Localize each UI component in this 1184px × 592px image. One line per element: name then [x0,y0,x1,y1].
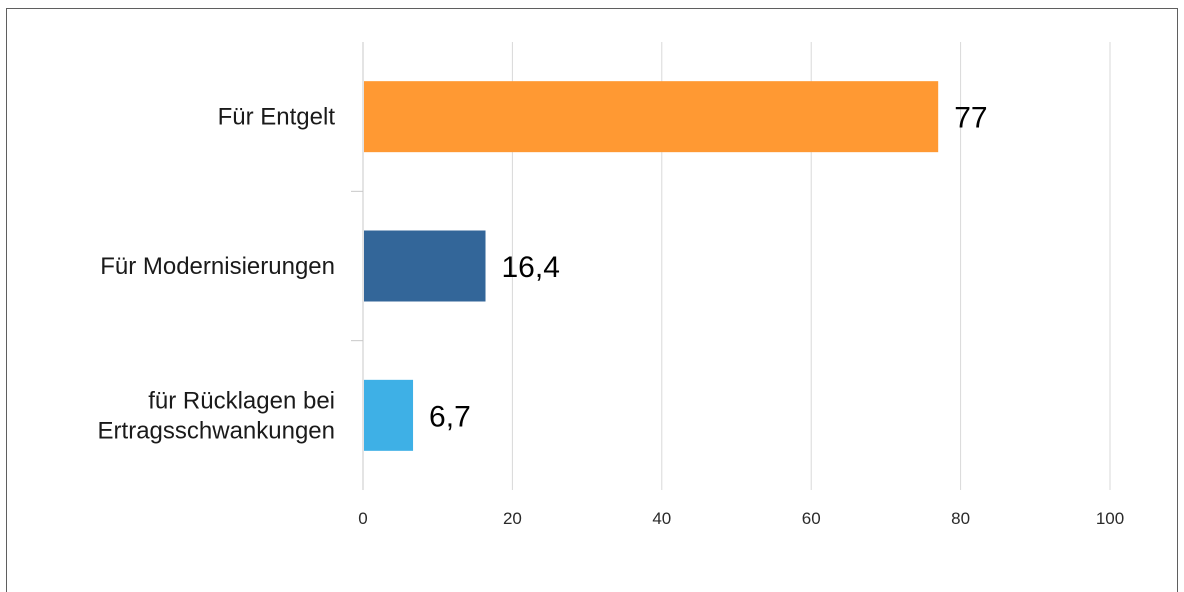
x-tick-label: 0 [358,509,367,528]
category-label: für Rücklagen bei Ertragsschwankungen [98,387,335,444]
x-tick-label: 20 [503,509,522,528]
x-tick-label: 80 [951,509,970,528]
bar-value-label: 77 [954,102,987,135]
bar [364,81,939,153]
bar [364,379,414,451]
label-layer: 0 20 40 60 80 100 77 Für Entgelt 16,4 Für Moderni… [98,102,1125,528]
category-label-line: Für Entgelt [218,104,336,131]
bar-value-label: 6,7 [429,400,471,433]
bar-layer [364,81,939,451]
bar [364,230,486,302]
category-label-line: Ertragsschwankungen [98,417,335,444]
category-label-line: für Rücklagen bei [148,387,335,414]
x-tick-label: 40 [652,509,671,528]
bar-value-label: 16,4 [502,251,560,284]
category-label: Für Modernisierungen [100,253,335,280]
x-tick-label: 60 [802,509,821,528]
x-tick-label: 100 [1096,509,1124,528]
category-label-line: Für Modernisierungen [100,253,335,280]
category-label: Für Entgelt [218,104,336,131]
